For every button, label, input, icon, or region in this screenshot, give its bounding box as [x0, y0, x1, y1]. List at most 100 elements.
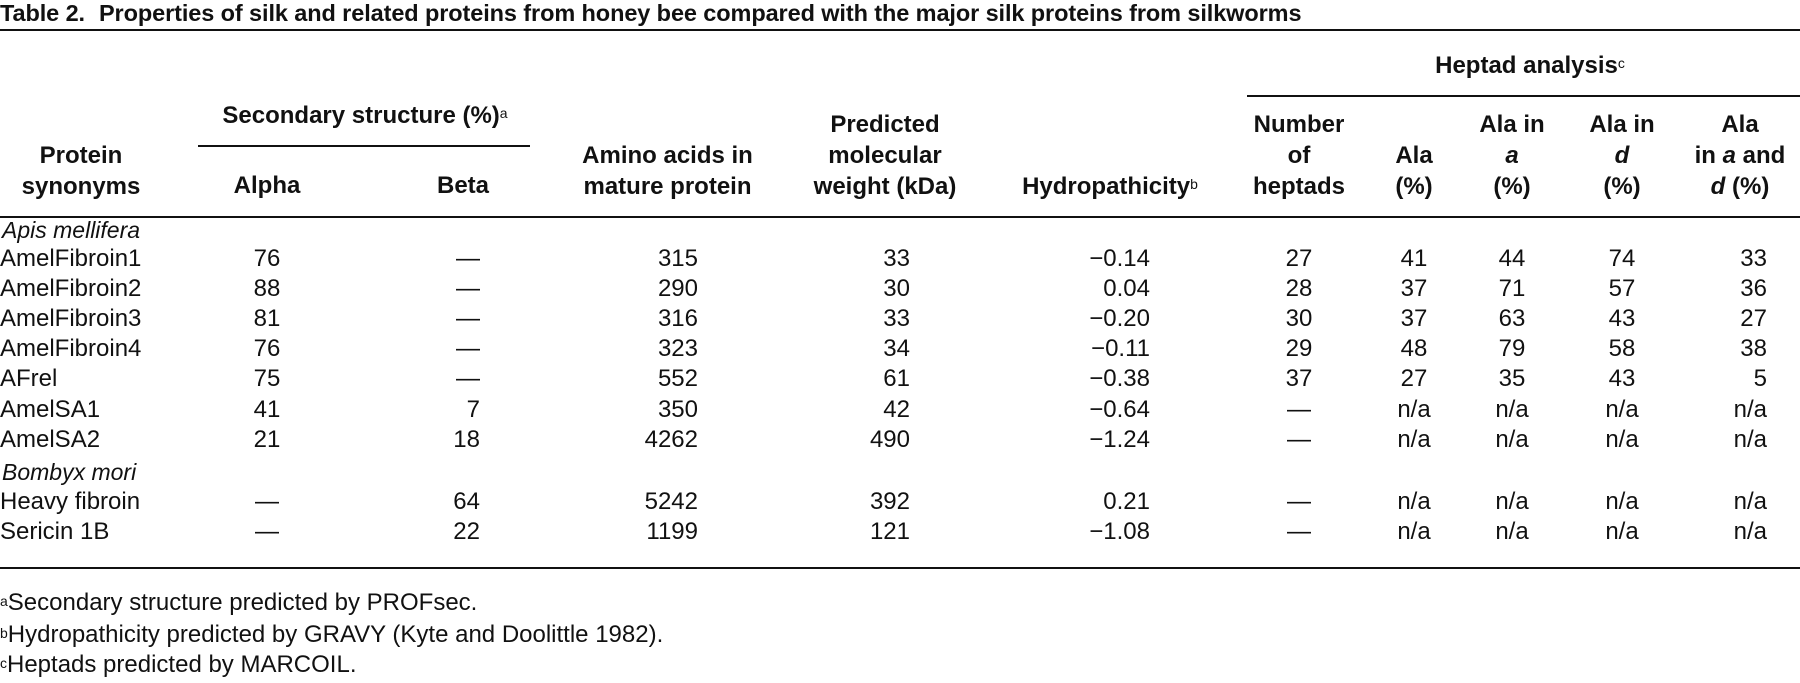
cell-ala-in-a-and-d: 36	[1740, 275, 1767, 302]
header-ala-ad-line3: d (%)	[1710, 173, 1770, 200]
header-amino-line2: mature protein	[583, 173, 752, 200]
cell-ala: 27	[1400, 365, 1428, 392]
footnote-a-mark: a	[0, 593, 8, 609]
header-alpha-label: Alpha	[233, 172, 301, 199]
cell-alpha: 75	[253, 365, 281, 392]
header-ala-a-line1: Ala in	[1479, 111, 1545, 138]
footnote-c-mark: c	[0, 655, 7, 671]
table-title: Properties of silk and related proteins …	[98, 0, 1302, 26]
table-row: AmelFibroin3 81 — 316 33 −0.20 30 37 63 …	[0, 304, 1800, 334]
table-row: AmelFibroin1 76 — 315 33 −0.14 27 41 44 …	[0, 244, 1800, 274]
cell-molecular-weight: 30	[883, 275, 910, 302]
hydropathicity-footnote-mark: b	[1190, 176, 1198, 192]
cell-ala: 37	[1400, 275, 1428, 302]
cell-ala-in-a: 63	[1498, 305, 1526, 332]
cell-ala-in-a: n/a	[1495, 426, 1529, 453]
cell-amino-acids: 315	[657, 245, 698, 272]
cell-ala-in-a-and-d: 33	[1740, 245, 1767, 272]
cell-molecular-weight: 33	[883, 305, 910, 332]
cell-beta: —	[456, 245, 480, 272]
cell-number-of-heptads: 37	[1285, 365, 1313, 392]
cell-ala-in-d: 74	[1608, 245, 1636, 272]
cell-protein: AmelFibroin1	[0, 245, 142, 272]
header-alpha: Alpha	[217, 170, 317, 201]
header-nh-line1: Number	[1253, 111, 1345, 138]
cell-hydropathicity: −0.20	[1089, 305, 1150, 332]
cell-ala-in-a: 79	[1498, 335, 1526, 362]
group-label-apis-mellifera: Apis mellifera	[2, 217, 141, 243]
cell-ala-in-d: 43	[1608, 365, 1636, 392]
cell-hydropathicity: −1.24	[1089, 426, 1150, 453]
cell-alpha: —	[255, 518, 279, 545]
cell-number-of-heptads: —	[1287, 518, 1311, 545]
secondary-group-label: Secondary structure (%)	[222, 102, 500, 129]
header-nh-line2: of	[1287, 142, 1311, 169]
cell-beta: —	[456, 365, 480, 392]
cell-ala-in-d: n/a	[1605, 518, 1639, 545]
header-hydropathicity-label: Hydropathicity	[1022, 173, 1191, 200]
cell-hydropathicity: 0.04	[1103, 275, 1150, 302]
group-label-bombyx-mori: Bombyx mori	[2, 459, 137, 485]
cell-number-of-heptads: —	[1287, 396, 1311, 423]
header-protein-line2: synonyms	[21, 173, 141, 200]
cell-amino-acids: 5242	[644, 488, 698, 515]
header-ala-d-line3: (%)	[1603, 173, 1641, 200]
header-mw-line1: Predicted	[830, 111, 940, 138]
footnote-b-mark: b	[0, 625, 8, 641]
cell-ala: n/a	[1397, 426, 1431, 453]
table-row: Sericin 1B — 22 1199 121 −1.08 — n/a n/a…	[0, 517, 1800, 547]
cell-ala-in-a-and-d: 5	[1753, 365, 1767, 392]
table-row: AmelSA1 41 7 350 42 −0.64 — n/a n/a n/a …	[0, 395, 1800, 425]
cell-alpha: 81	[253, 305, 281, 332]
cell-ala-in-d: 43	[1608, 305, 1636, 332]
header-nh-line3: heptads	[1252, 173, 1345, 200]
cell-ala-in-a-and-d: n/a	[1733, 518, 1767, 545]
cell-ala: n/a	[1397, 488, 1431, 515]
cell-ala-in-a: 71	[1498, 275, 1526, 302]
footnote-a: aSecondary structure predicted by PROFse…	[0, 588, 477, 618]
cell-alpha: 21	[253, 426, 281, 453]
cell-molecular-weight: 121	[869, 518, 910, 545]
cell-number-of-heptads: 30	[1285, 305, 1313, 332]
cell-hydropathicity: −0.38	[1089, 365, 1150, 392]
cell-ala-in-a-and-d: n/a	[1733, 396, 1767, 423]
footnote-c-text: Heptads predicted by MARCOIL.	[7, 651, 357, 678]
footnote-b-text: Hydropathicity predicted by GRAVY (Kyte …	[7, 621, 664, 648]
header-ala-a-line3: (%)	[1493, 173, 1531, 200]
header-ala-d-line2: d	[1614, 142, 1630, 169]
cell-ala-in-d: 57	[1608, 275, 1636, 302]
table-row: AmelFibroin4 76 — 323 34 −0.11 29 48 79 …	[0, 334, 1800, 364]
cell-beta: —	[456, 275, 480, 302]
cell-ala: 41	[1400, 245, 1428, 272]
table-row: AFrel 75 — 552 61 −0.38 37 27 35 43 5	[0, 364, 1800, 394]
cell-amino-acids: 290	[657, 275, 698, 302]
header-ala-line2: (%)	[1395, 173, 1433, 200]
cell-molecular-weight: 392	[869, 488, 910, 515]
cell-protein: Heavy fibroin	[0, 488, 141, 515]
cell-protein: AmelFibroin3	[0, 305, 142, 332]
cell-ala-in-d: n/a	[1605, 488, 1639, 515]
header-amino-line1: Amino acids in	[582, 142, 753, 169]
header-ala-line1: Ala	[1395, 142, 1433, 169]
cell-protein: AmelSA2	[0, 426, 101, 453]
header-ala-d-line1: Ala in	[1589, 111, 1655, 138]
table-row: Heavy fibroin — 64 5242 392 0.21 — n/a n…	[0, 487, 1800, 517]
cell-ala-in-a: 44	[1498, 245, 1526, 272]
cell-alpha: —	[255, 488, 279, 515]
cell-beta: 18	[453, 426, 480, 453]
cell-hydropathicity: 0.21	[1103, 488, 1150, 515]
cell-beta: 22	[453, 518, 480, 545]
cell-ala: 37	[1400, 305, 1428, 332]
header-ala: Ala (%)	[1364, 140, 1464, 202]
cell-protein: AmelSA1	[0, 396, 101, 423]
cell-hydropathicity: −0.11	[1091, 335, 1150, 362]
cell-hydropathicity: −0.14	[1089, 245, 1150, 272]
top-rule	[0, 29, 1800, 31]
cell-molecular-weight: 42	[883, 396, 910, 423]
cell-protein: AFrel	[0, 365, 58, 392]
header-beta-label: Beta	[436, 172, 490, 199]
cell-ala-in-a: n/a	[1495, 488, 1529, 515]
footnote-c: cHeptads predicted by MARCOIL.	[0, 650, 357, 680]
header-protein-line1: Protein	[39, 142, 123, 169]
cell-ala: n/a	[1397, 396, 1431, 423]
